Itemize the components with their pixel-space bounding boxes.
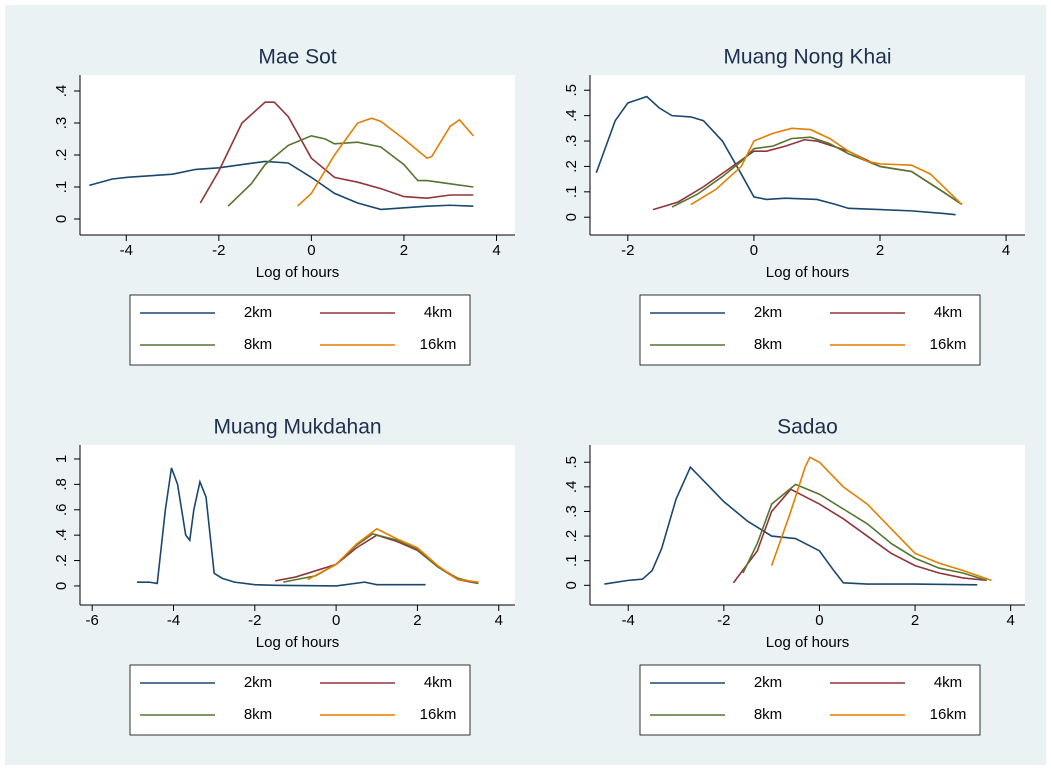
y-tick-label: .2 bbox=[563, 160, 580, 173]
x-tick-label: 0 bbox=[815, 612, 823, 629]
legend-label: 16km bbox=[420, 336, 457, 353]
y-tick-label: 0 bbox=[53, 582, 70, 590]
legend-label: 4km bbox=[934, 304, 962, 321]
legend-label: 8km bbox=[754, 336, 782, 353]
series-line bbox=[770, 456, 992, 582]
chart-title: Muang Mukdahan bbox=[213, 416, 381, 439]
legend-label: 4km bbox=[424, 304, 452, 321]
y-tick-label: .8 bbox=[53, 478, 70, 491]
y-tick-label: .1 bbox=[563, 186, 580, 199]
legend-box bbox=[639, 294, 981, 366]
series-line bbox=[136, 467, 426, 587]
x-tick-label: -2 bbox=[248, 612, 261, 629]
x-tick-label: -4 bbox=[167, 612, 180, 629]
plot-region bbox=[590, 75, 1025, 235]
x-tick-label: 2 bbox=[400, 242, 408, 259]
legend-label: 2km bbox=[244, 304, 272, 321]
legend-label: 4km bbox=[424, 674, 452, 691]
y-tick-label: 1 bbox=[53, 455, 70, 463]
series-line bbox=[595, 95, 956, 216]
series-line bbox=[199, 101, 474, 204]
chart-title: Sadao bbox=[777, 416, 838, 439]
chart-title: Mae Sot bbox=[258, 46, 336, 69]
x-tick-label: 4 bbox=[1006, 612, 1014, 629]
x-tick-label: 0 bbox=[307, 242, 315, 259]
x-tick-label: 2 bbox=[413, 612, 421, 629]
series-line bbox=[227, 134, 474, 207]
y-tick-label: .3 bbox=[53, 117, 70, 130]
legend-label: 2km bbox=[754, 674, 782, 691]
series-line bbox=[742, 483, 987, 582]
y-tick-label: 0 bbox=[563, 581, 580, 589]
x-axis-label: Log of hours bbox=[766, 264, 849, 281]
legend-label: 8km bbox=[244, 336, 272, 353]
legend-label: 4km bbox=[934, 674, 962, 691]
x-tick-label: -6 bbox=[86, 612, 99, 629]
y-tick-label: .1 bbox=[53, 181, 70, 194]
y-tick-label: .2 bbox=[53, 149, 70, 162]
legend-label: 2km bbox=[244, 674, 272, 691]
x-axis-label: Log of hours bbox=[256, 634, 339, 651]
legend-label: 8km bbox=[244, 706, 272, 723]
y-tick-label: .1 bbox=[563, 554, 580, 567]
x-axis-label: Log of hours bbox=[766, 634, 849, 651]
series-line bbox=[671, 136, 963, 208]
series-line bbox=[89, 160, 474, 211]
y-tick-label: .2 bbox=[53, 554, 70, 567]
x-tick-label: 4 bbox=[1002, 242, 1010, 259]
y-tick-label: .4 bbox=[563, 481, 580, 494]
y-tick-label: 0 bbox=[563, 213, 580, 221]
legend-label: 2km bbox=[754, 304, 782, 321]
legend-box bbox=[129, 294, 471, 366]
x-tick-label: 2 bbox=[911, 612, 919, 629]
x-axis-label: Log of hours bbox=[256, 264, 339, 281]
legend-box bbox=[129, 664, 471, 736]
y-tick-label: .2 bbox=[563, 530, 580, 543]
y-tick-label: .3 bbox=[563, 135, 580, 148]
x-tick-label: 0 bbox=[332, 612, 340, 629]
x-tick-label: 4 bbox=[495, 612, 503, 629]
y-tick-label: .5 bbox=[563, 456, 580, 469]
series-line bbox=[604, 465, 978, 586]
legend-box bbox=[639, 664, 981, 736]
x-tick-label: -2 bbox=[621, 242, 634, 259]
legend-label: 8km bbox=[754, 706, 782, 723]
x-tick-label: -2 bbox=[212, 242, 225, 259]
x-tick-label: 2 bbox=[876, 242, 884, 259]
y-tick-label: .6 bbox=[53, 504, 70, 517]
series-line bbox=[732, 488, 987, 584]
legend-label: 16km bbox=[930, 336, 967, 353]
y-tick-label: .4 bbox=[53, 85, 70, 98]
x-tick-label: 4 bbox=[492, 242, 500, 259]
chart-title: Muang Nong Khai bbox=[723, 46, 891, 69]
x-tick-label: -2 bbox=[717, 612, 730, 629]
legend-label: 16km bbox=[930, 706, 967, 723]
series-line bbox=[307, 527, 479, 583]
y-tick-label: .4 bbox=[563, 109, 580, 122]
series-line bbox=[690, 127, 963, 206]
y-tick-label: .3 bbox=[563, 505, 580, 518]
y-tick-label: .5 bbox=[563, 84, 580, 97]
x-tick-label: 0 bbox=[750, 242, 758, 259]
legend-label: 16km bbox=[420, 706, 457, 723]
y-tick-label: 0 bbox=[53, 215, 70, 223]
x-tick-label: -4 bbox=[120, 242, 133, 259]
y-tick-label: .4 bbox=[53, 529, 70, 542]
plot-region bbox=[590, 445, 1025, 605]
plot-region bbox=[80, 445, 515, 605]
x-tick-label: -4 bbox=[622, 612, 635, 629]
plot-region bbox=[80, 75, 515, 235]
series-line bbox=[296, 117, 474, 207]
